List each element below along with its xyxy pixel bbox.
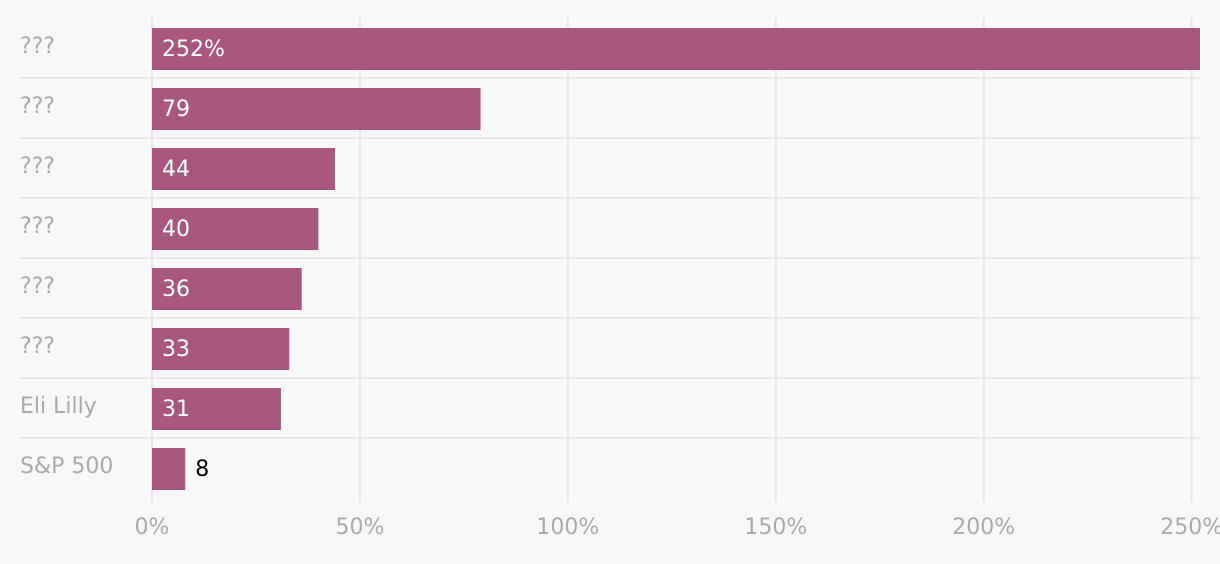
y-tick-label: Eli Lilly [20,394,97,419]
y-tick-label: ??? [20,34,55,59]
value-label: 252% [162,37,225,62]
bar [152,148,335,190]
bar [152,28,1200,70]
y-tick-label: ??? [20,274,55,299]
y-tick-label: ??? [20,214,55,239]
value-label: 31 [162,397,190,422]
bar [152,388,281,430]
x-tick-label: 200% [952,515,1015,540]
x-tick-label: 250% [1160,515,1220,540]
bar [152,88,481,130]
x-tick-label: 50% [335,515,384,540]
y-tick-label: ??? [20,334,55,359]
value-label: 8 [195,457,209,482]
value-label: 44 [162,157,190,182]
x-tick-label: 150% [744,515,807,540]
bar [152,268,302,310]
y-tick-label: ??? [20,94,55,119]
value-label: 79 [162,97,190,122]
bar [152,448,186,490]
x-tick-label: 0% [135,515,170,540]
x-tick-label: 100% [536,515,599,540]
bar [152,208,319,250]
value-label: 36 [162,277,190,302]
value-label: 40 [162,217,190,242]
y-tick-label: ??? [20,154,55,179]
value-label: 33 [162,337,190,362]
y-tick-label: S&P 500 [20,454,113,479]
bar [152,328,290,370]
